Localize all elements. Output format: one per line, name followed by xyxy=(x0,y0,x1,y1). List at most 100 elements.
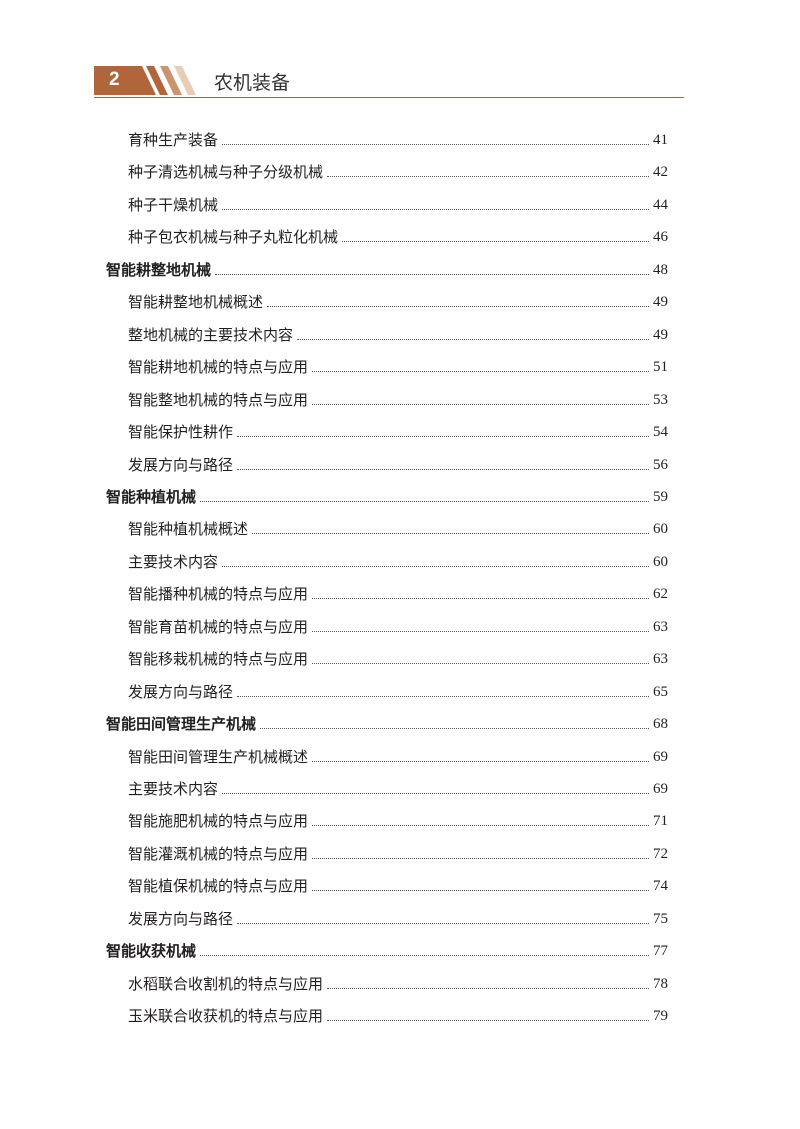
toc-subsection-entry[interactable]: 智能耕地机械的特点与应用 51 xyxy=(128,355,668,377)
toc-page-number: 63 xyxy=(653,651,668,668)
toc-page-number: 60 xyxy=(653,521,668,538)
toc-subsection-entry[interactable]: 智能整地机械的特点与应用 53 xyxy=(128,388,668,410)
toc-subsection-entry[interactable]: 发展方向与路径 65 xyxy=(128,680,668,702)
toc-entry-title: 玉米联合收获机的特点与应用 xyxy=(128,1007,324,1026)
toc-subsection-entry[interactable]: 种子包衣机械与种子丸粒化机械 46 xyxy=(128,225,668,247)
toc-entry-title: 智能种植机械 xyxy=(106,487,197,506)
toc-page-number: 44 xyxy=(653,196,668,213)
toc-entry-title: 智能收获机械 xyxy=(106,942,197,961)
toc-subsection-entry[interactable]: 智能灌溉机械的特点与应用 72 xyxy=(128,842,668,864)
toc-entry-title: 发展方向与路径 xyxy=(128,909,234,928)
toc-entry-title: 智能灌溉机械的特点与应用 xyxy=(128,844,309,863)
dot-leader xyxy=(327,176,649,178)
toc-page-number: 60 xyxy=(653,553,668,570)
dot-leader xyxy=(312,760,649,762)
toc-subsection-entry[interactable]: 智能移栽机械的特点与应用 63 xyxy=(128,647,668,669)
toc-page-number: 63 xyxy=(653,618,668,635)
toc-subsection-entry[interactable]: 发展方向与路径 56 xyxy=(128,453,668,475)
toc-subsection-entry[interactable]: 智能播种机械的特点与应用 62 xyxy=(128,582,668,604)
toc-page-number: 72 xyxy=(653,845,668,862)
dot-leader xyxy=(215,273,649,275)
toc-page-number: 51 xyxy=(653,359,668,376)
dot-leader xyxy=(200,500,649,502)
toc-entry-title: 智能保护性耕作 xyxy=(128,423,234,442)
toc-subsection-entry[interactable]: 玉米联合收获机的特点与应用 79 xyxy=(128,1004,668,1026)
toc-page-number: 69 xyxy=(653,748,668,765)
toc-subsection-entry[interactable]: 发展方向与路径 75 xyxy=(128,907,668,929)
toc-section-entry[interactable]: 智能耕整地机械 48 xyxy=(106,258,668,280)
toc-entry-title: 智能田间管理生产机械 xyxy=(106,715,257,734)
dot-leader xyxy=(312,825,649,827)
dot-leader xyxy=(237,436,649,438)
chapter-number: 2 xyxy=(109,69,120,90)
toc-subsection-entry[interactable]: 智能育苗机械的特点与应用 63 xyxy=(128,615,668,637)
toc-page-number: 71 xyxy=(653,813,668,830)
toc-page-number: 59 xyxy=(653,488,668,505)
toc-subsection-entry[interactable]: 智能耕整地机械概述 49 xyxy=(128,290,668,312)
toc-subsection-entry[interactable]: 智能田间管理生产机械概述 69 xyxy=(128,745,668,767)
toc-subsection-entry[interactable]: 水稻联合收割机的特点与应用 78 xyxy=(128,972,668,994)
toc-entry-title: 育种生产装备 xyxy=(128,131,219,149)
toc-entry-title: 种子包衣机械与种子丸粒化机械 xyxy=(128,228,339,247)
toc-entry-title: 智能整地机械的特点与应用 xyxy=(128,390,309,409)
dot-leader xyxy=(312,663,649,665)
header-rule xyxy=(94,97,684,98)
dot-leader xyxy=(312,630,649,632)
toc-subsection-entry[interactable]: 智能施肥机械的特点与应用 71 xyxy=(128,809,668,831)
toc-subsection-entry[interactable]: 主要技术内容 69 xyxy=(128,777,668,799)
toc-subsection-entry[interactable]: 整地机械的主要技术内容 49 xyxy=(128,323,668,345)
toc-entry-title: 种子清选机械与种子分级机械 xyxy=(128,163,324,182)
toc-page-number: 65 xyxy=(653,683,668,700)
toc-page-number: 41 xyxy=(653,132,668,148)
toc-subsection-entry[interactable]: 智能保护性耕作 54 xyxy=(128,420,668,442)
dot-leader xyxy=(260,728,649,730)
dot-leader xyxy=(222,208,649,210)
dot-leader xyxy=(342,241,649,243)
dot-leader xyxy=(222,793,649,794)
toc-page-number: 48 xyxy=(653,261,668,278)
toc-page-number: 77 xyxy=(653,943,668,960)
toc-entry-title: 种子干燥机械 xyxy=(128,195,219,214)
chapter-title: 农机装备 xyxy=(214,72,291,94)
toc-entry-title: 整地机械的主要技术内容 xyxy=(128,325,294,344)
dot-leader xyxy=(327,1020,649,1022)
chapter-number-badge xyxy=(94,66,156,95)
toc-section-entry[interactable]: 智能种植机械 59 xyxy=(106,485,668,507)
toc-entry-title: 智能播种机械的特点与应用 xyxy=(128,585,309,604)
toc-page-number: 53 xyxy=(653,391,668,408)
toc-entry-title: 智能耕整地机械概述 xyxy=(128,293,264,312)
toc-entry-title: 智能育苗机械的特点与应用 xyxy=(128,617,309,636)
toc-page-number: 75 xyxy=(653,910,668,927)
dot-leader xyxy=(327,987,649,989)
toc-page-number: 49 xyxy=(653,326,668,343)
toc-subsection-entry[interactable]: 育种生产装备 41 xyxy=(128,128,668,150)
running-header: 2 农机装备 xyxy=(94,66,684,98)
toc-page-number: 74 xyxy=(653,878,668,895)
dot-leader xyxy=(252,533,649,535)
toc-subsection-entry[interactable]: 智能种植机械概述 60 xyxy=(128,517,668,539)
toc-subsection-entry[interactable]: 智能植保机械的特点与应用 74 xyxy=(128,874,668,896)
dot-leader xyxy=(237,695,649,697)
dot-leader xyxy=(312,857,649,859)
toc-page-number: 42 xyxy=(653,164,668,181)
toc-subsection-entry[interactable]: 种子清选机械与种子分级机械 42 xyxy=(128,160,668,182)
toc-section-entry[interactable]: 智能收获机械 77 xyxy=(106,939,668,961)
toc-entry-title: 智能耕整地机械 xyxy=(106,260,212,279)
toc-entry-title: 发展方向与路径 xyxy=(128,455,234,474)
toc-entry-title: 智能施肥机械的特点与应用 xyxy=(128,812,309,831)
toc-section-entry[interactable]: 智能田间管理生产机械 68 xyxy=(106,712,668,734)
toc-page-number: 49 xyxy=(653,294,668,311)
dot-leader xyxy=(200,955,649,957)
dot-leader xyxy=(237,922,649,924)
dot-leader xyxy=(237,468,649,470)
toc-page-number: 62 xyxy=(653,586,668,603)
toc-page-number: 69 xyxy=(653,781,668,797)
toc-subsection-entry[interactable]: 种子干燥机械 44 xyxy=(128,193,668,215)
toc-subsection-entry[interactable]: 主要技术内容 60 xyxy=(128,550,668,572)
dot-leader xyxy=(222,565,649,567)
toc-page-number: 68 xyxy=(653,716,668,733)
toc-entry-title: 水稻联合收割机的特点与应用 xyxy=(128,974,324,993)
toc-page-number: 79 xyxy=(653,1008,668,1025)
dot-leader xyxy=(222,144,649,145)
toc-entry-title: 主要技术内容 xyxy=(128,780,219,798)
